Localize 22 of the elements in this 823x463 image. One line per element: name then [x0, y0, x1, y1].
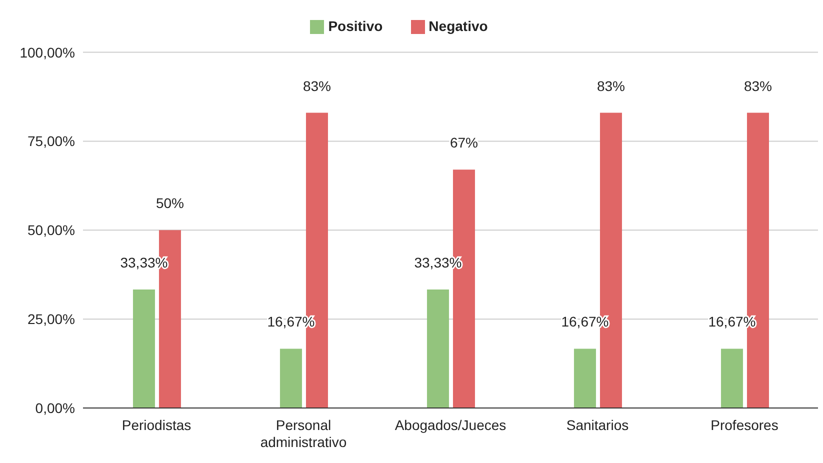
data-label: 83% [302, 78, 331, 94]
bar [720, 348, 743, 408]
y-tick-label: 75,00% [28, 133, 75, 150]
data-label: 83% [744, 78, 772, 94]
y-tick-label: 100,00% [20, 44, 75, 60]
data-label: 67% [450, 134, 478, 151]
bar [280, 348, 302, 408]
data-label: 83% [596, 78, 625, 94]
legend-label: Negativo [428, 18, 488, 34]
x-tick-label: Sanitarios [566, 417, 629, 433]
bar [574, 348, 596, 408]
x-tick-label: Profesores [710, 417, 778, 433]
legend-label: Positivo [328, 18, 383, 34]
bar [426, 289, 449, 408]
data-label: 50% [156, 195, 184, 212]
bar [132, 289, 155, 408]
x-tick-label: Periodistas [122, 417, 192, 433]
x-tick-label: Personal administrativo [260, 417, 347, 450]
y-tick-label: 25,00% [28, 311, 75, 328]
x-tick-label: Abogados/Jueces [394, 417, 506, 433]
y-tick-label: 50,00% [28, 222, 75, 238]
y-tick-label: 0,00% [35, 400, 75, 416]
